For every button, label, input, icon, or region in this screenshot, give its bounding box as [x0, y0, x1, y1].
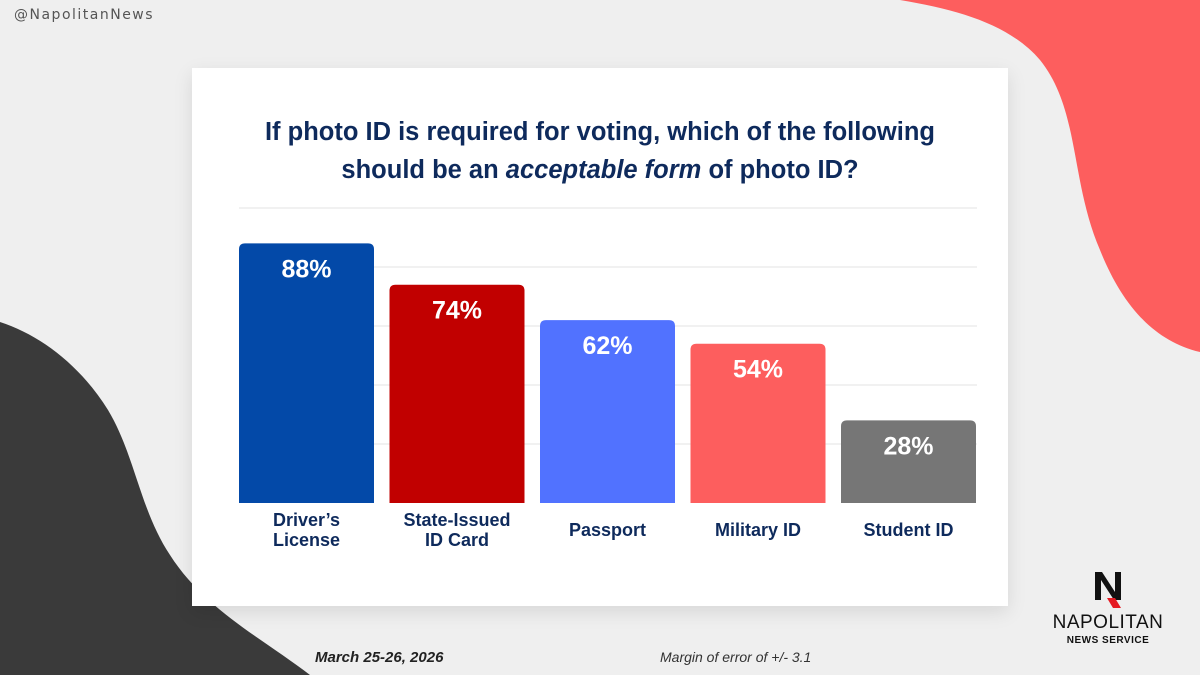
chart-title: If photo ID is required for voting, whic…: [192, 113, 1008, 189]
dark-corner-shape: [0, 322, 310, 675]
title-part-before: should be an: [341, 156, 499, 184]
red-corner-shape: [900, 0, 1200, 352]
title-line-2: should be an acceptable form of photo ID…: [192, 151, 1008, 189]
bar: [540, 320, 675, 503]
category-label: Passport: [569, 520, 646, 540]
bar-value-label: 54%: [733, 356, 783, 384]
bar: [389, 284, 525, 503]
category-label: Student ID: [864, 520, 954, 540]
bar-value-label: 28%: [883, 432, 933, 460]
napolitan-n-icon: [1095, 572, 1121, 608]
category-label: Driver’s: [273, 510, 340, 530]
logo-subtitle: NEWS SERVICE: [1066, 635, 1150, 646]
logo-name: NAPOLITAN: [1052, 612, 1164, 633]
category-label: License: [273, 530, 340, 550]
bar: [841, 420, 976, 503]
category-label: Military ID: [715, 520, 801, 540]
title-emphasis: acceptable form: [505, 156, 702, 184]
category-label: ID Card: [425, 530, 489, 550]
title-part-after: of photo ID?: [708, 156, 859, 184]
poll-date: March 25-26, 2026: [315, 649, 444, 666]
bar: [239, 243, 374, 503]
napolitan-logo: NAPOLITAN NEWS SERVICE: [1045, 568, 1175, 658]
bar-value-label: 74%: [432, 297, 482, 325]
bar-value-label: 62%: [582, 332, 632, 360]
title-line-1: If photo ID is required for voting, whic…: [264, 118, 936, 146]
bar-value-label: 88%: [281, 255, 331, 283]
margin-of-error: Margin of error of +/- 3.1: [660, 649, 812, 665]
bar: [690, 343, 826, 503]
category-label: State-Issued: [403, 510, 510, 530]
social-handle: @NapolitanNews: [14, 7, 155, 23]
chart-card: If photo ID is required for voting, whic…: [192, 68, 1008, 606]
